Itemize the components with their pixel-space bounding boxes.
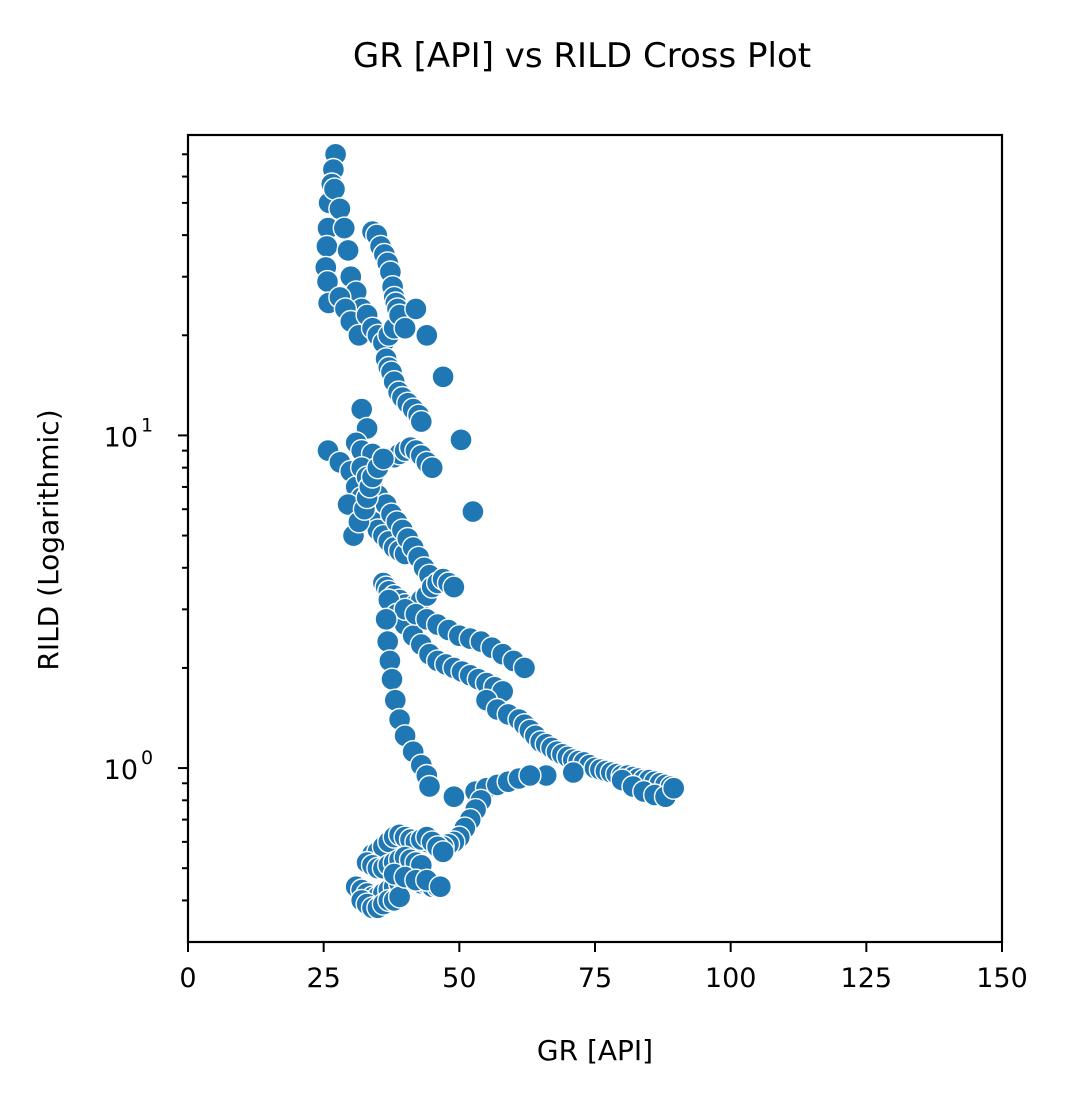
data-point (315, 234, 339, 259)
data-point (371, 447, 396, 471)
y-tick-label: 10 (104, 422, 138, 453)
data-point (662, 776, 686, 800)
y-tick-label: 10 (104, 755, 138, 786)
y-tick-label-exponent: 0 (141, 747, 153, 769)
data-point (332, 216, 356, 240)
data-point (409, 409, 433, 434)
x-tick-label: 100 (705, 963, 757, 994)
data-point (415, 323, 439, 347)
data-point (442, 575, 466, 599)
data-point (561, 760, 585, 785)
data-point (374, 607, 398, 631)
data-point (431, 365, 455, 389)
x-tick-label: 0 (179, 963, 196, 994)
data-point (404, 297, 428, 321)
data-point (449, 428, 473, 452)
chart-title: GR [API] vs RILD Cross Plot (353, 36, 811, 76)
x-axis: 0 25 50 75 100 125 150 (179, 942, 1028, 994)
x-tick-label: 75 (578, 963, 612, 994)
data-point (383, 688, 407, 712)
y-tick-label-exponent: 1 (141, 414, 153, 436)
x-tick-label: 125 (841, 963, 893, 994)
data-point (417, 774, 442, 799)
data-point (428, 875, 452, 899)
x-axis-label: GR [API] (537, 1034, 653, 1067)
data-point (512, 656, 537, 680)
data-point (393, 316, 417, 340)
data-point (350, 397, 374, 421)
data-point (322, 177, 347, 201)
y-axis-label: RILD (Logarithmic) (32, 409, 65, 670)
data-point (518, 763, 542, 788)
data-point (420, 456, 444, 480)
data-point (387, 885, 412, 909)
data-point (431, 840, 455, 864)
data-point (380, 667, 404, 691)
data-points (314, 142, 686, 920)
data-point (461, 499, 485, 524)
data-point (376, 629, 400, 654)
data-point (442, 785, 466, 809)
data-point (328, 197, 352, 221)
x-tick-label: 150 (976, 963, 1028, 994)
x-tick-label: 25 (306, 963, 340, 994)
data-point (336, 238, 360, 263)
x-tick-label: 50 (442, 963, 476, 994)
